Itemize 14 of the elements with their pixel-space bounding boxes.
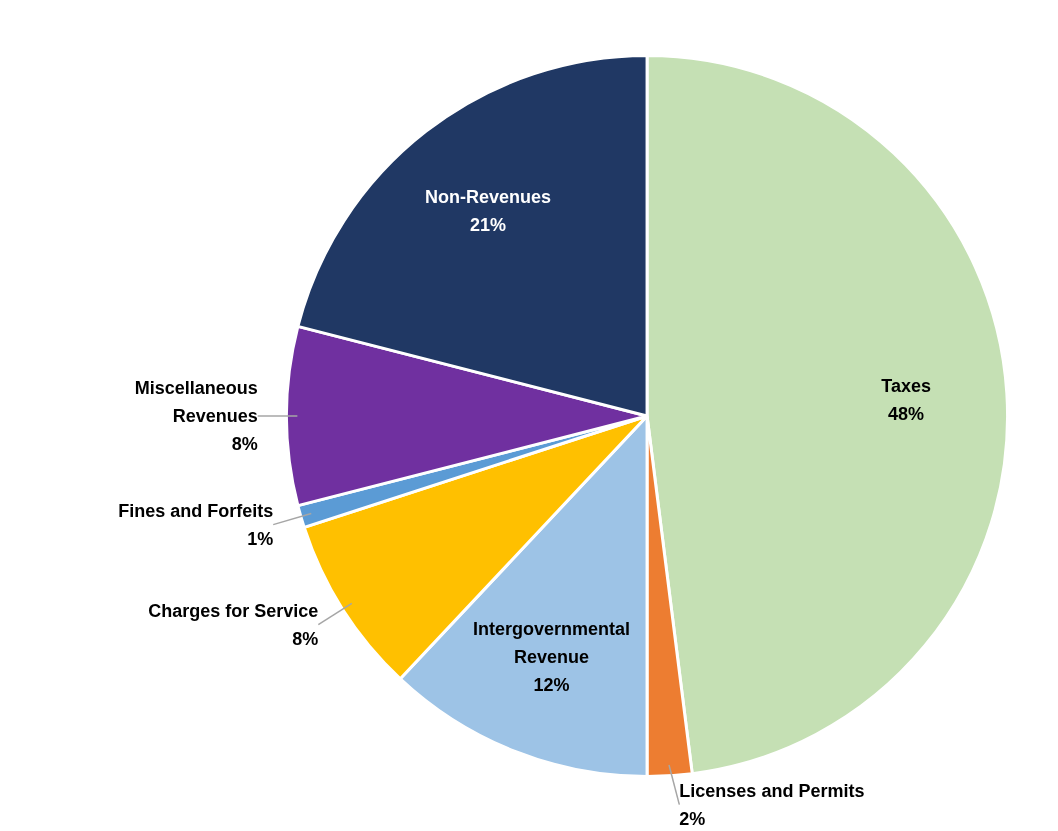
data-label: 8%	[292, 628, 319, 649]
slice-label: Licenses and Permits	[679, 780, 865, 801]
data-label: 21%	[469, 214, 506, 235]
data-label: 2%	[679, 808, 706, 829]
slice-label: Fines and Forfeits	[118, 500, 274, 521]
slice-label: Non-Revenues	[424, 186, 551, 207]
data-label: 1%	[247, 528, 274, 549]
data-label: 8%	[231, 434, 258, 454]
slice-label: Miscellaneous Revenues	[134, 378, 258, 426]
slice-label: Intergovernmental Revenue	[472, 619, 631, 668]
data-label: 12%	[533, 675, 570, 696]
data-label: 48%	[888, 403, 925, 424]
slice-label: Taxes	[881, 375, 931, 396]
slice-label: Charges for Service	[148, 600, 319, 621]
